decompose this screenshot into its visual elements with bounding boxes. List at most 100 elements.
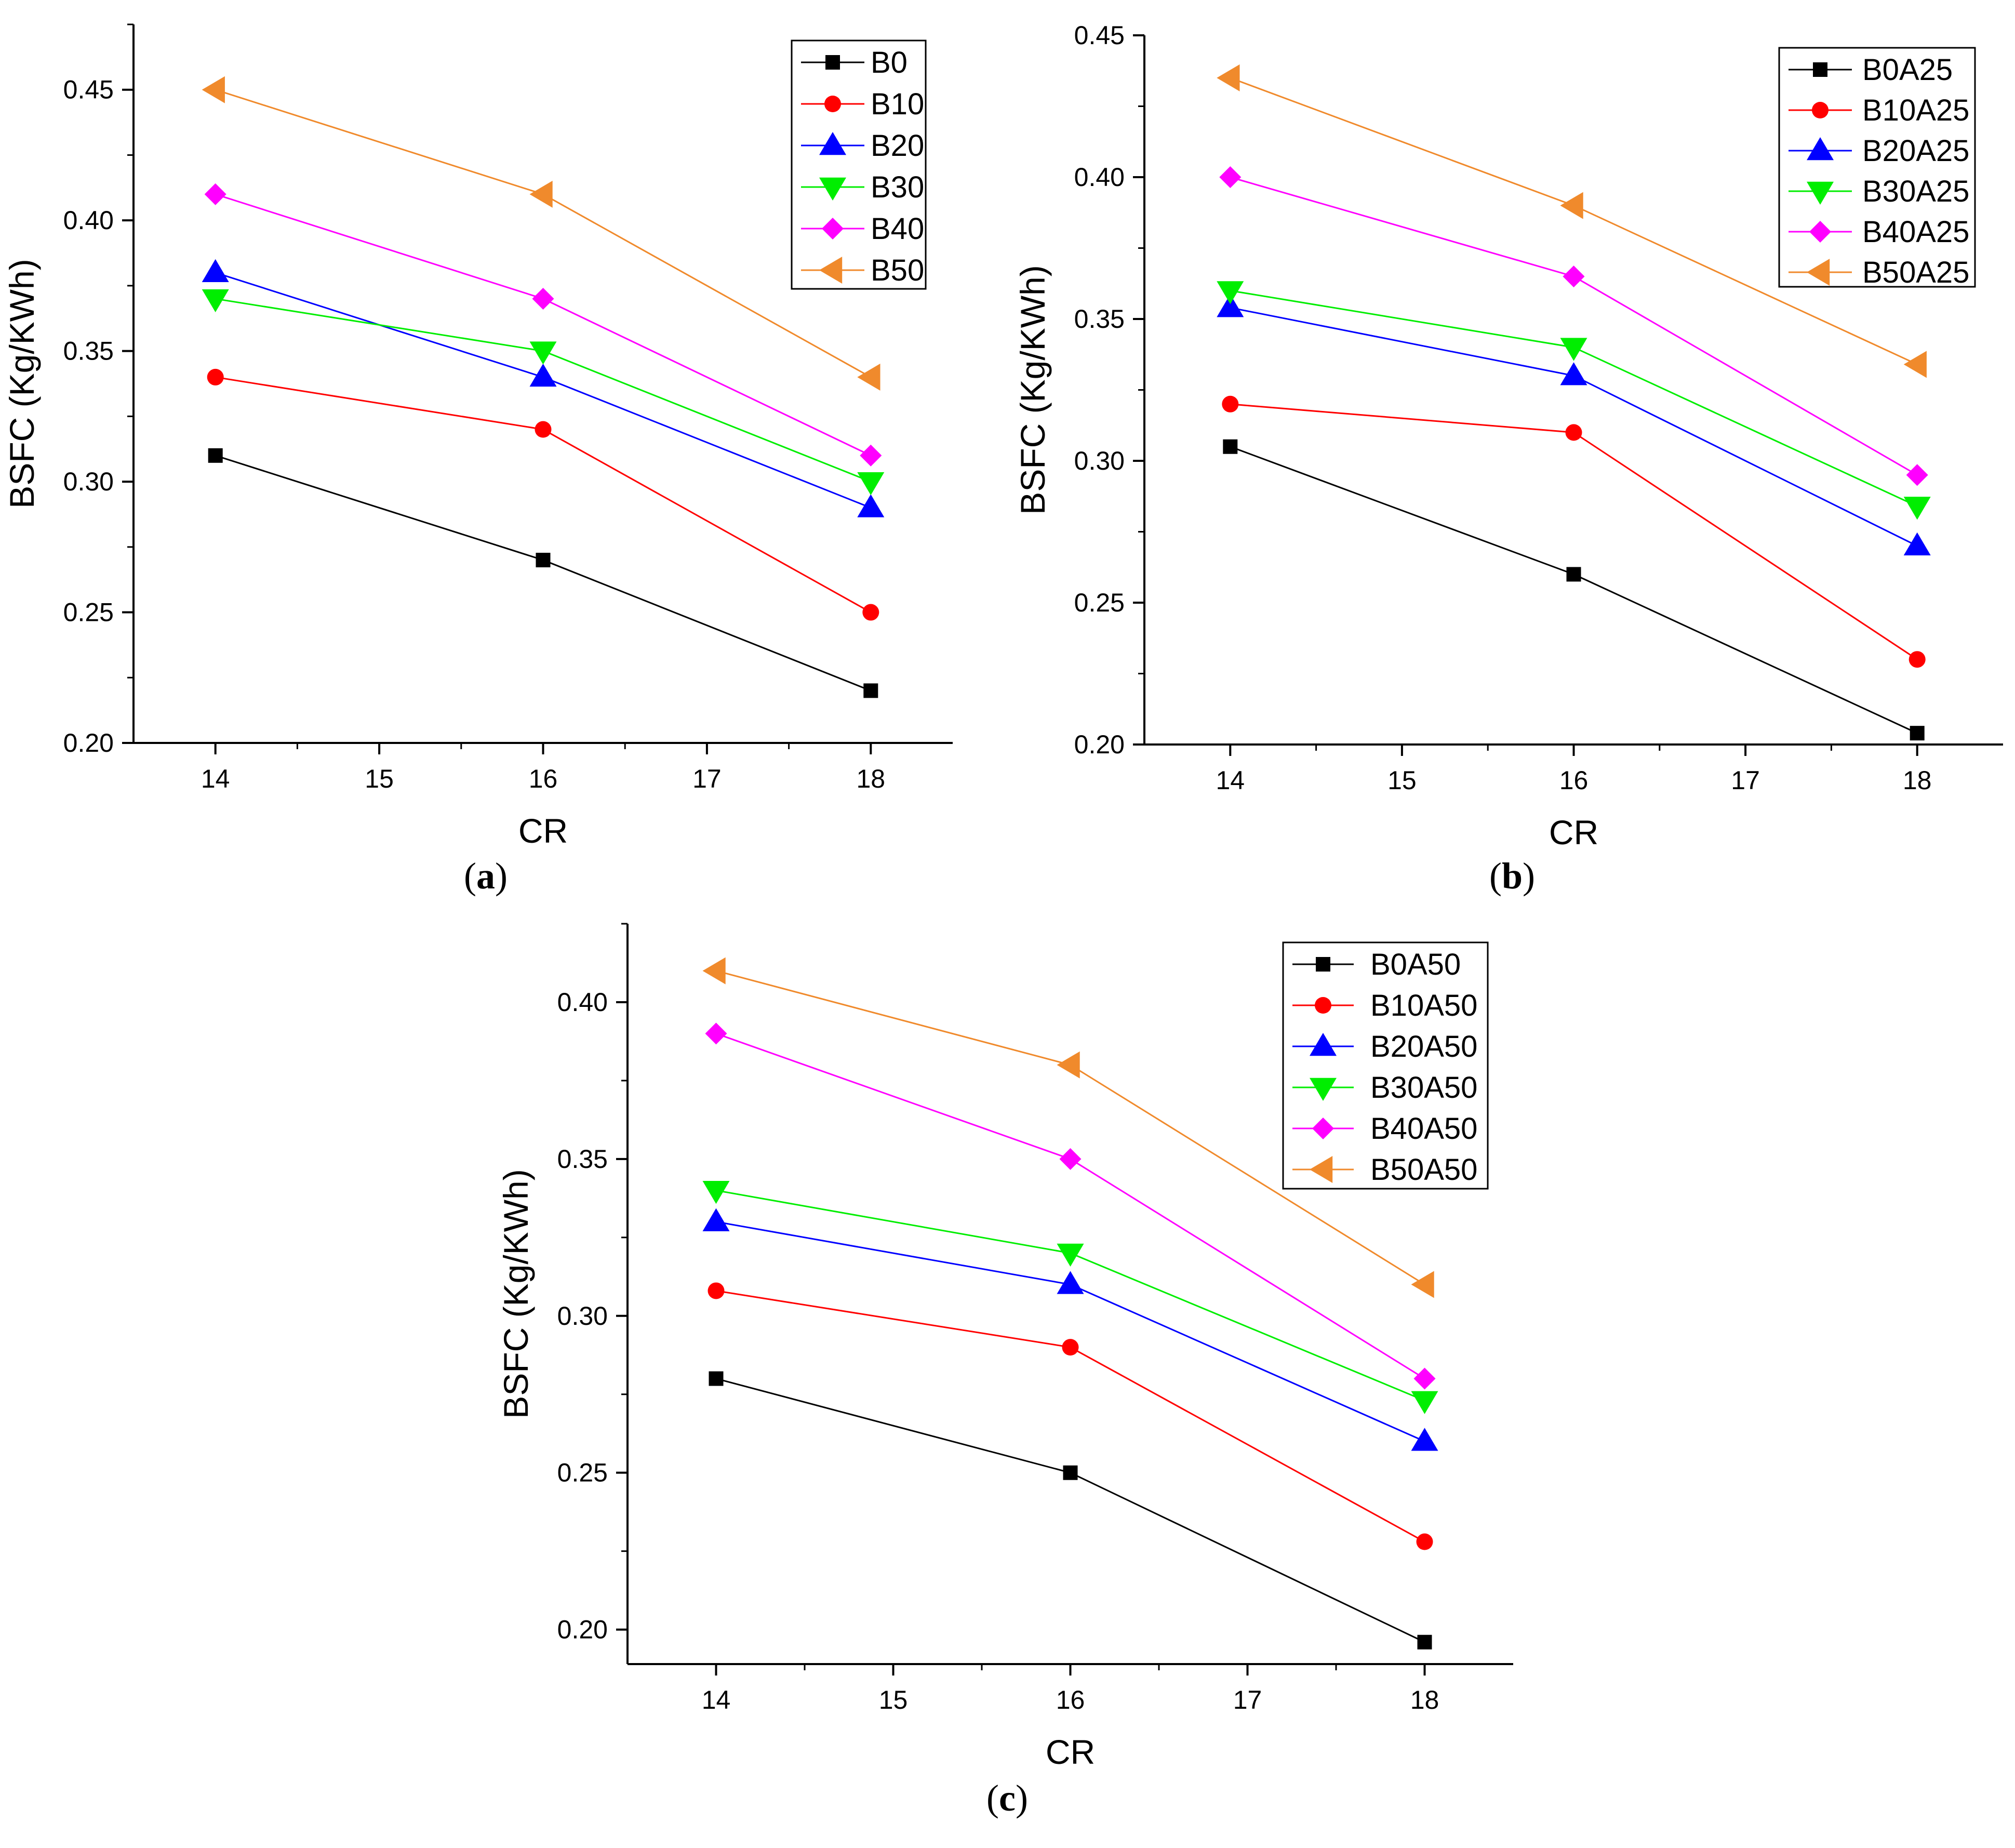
x-axis-title: CR bbox=[1046, 1733, 1095, 1771]
data-point-b40 bbox=[860, 444, 882, 467]
y-tick-label: 0.35 bbox=[63, 337, 114, 366]
legend-label: B0A50 bbox=[1370, 948, 1461, 981]
data-point-b20 bbox=[202, 259, 229, 282]
legend-marker-b10 bbox=[824, 96, 841, 112]
legend-label: B50A25 bbox=[1862, 256, 1969, 289]
legend: B0A50 B10A50 B20A50 B30A50 B40A50 B50A50 bbox=[1282, 941, 1489, 1190]
legend-marker-b40a50 bbox=[1312, 1118, 1334, 1139]
chart-b: 14 15 16 17 18 0.20 0.25 0.30 0.35 0.40 0.45 CR BSFC… bbox=[1013, 21, 2003, 897]
legend-marker-b50a25 bbox=[1807, 259, 1830, 286]
x-tick-label: 17 bbox=[1731, 766, 1760, 795]
legend-marker-b50 bbox=[819, 257, 843, 284]
legend-marker-b50a50 bbox=[1310, 1156, 1333, 1183]
data-point-b20 bbox=[529, 363, 557, 387]
y-tick-label: 0.45 bbox=[63, 75, 114, 104]
x-tick-label: 15 bbox=[365, 764, 394, 793]
x-tick-label: 14 bbox=[702, 1685, 731, 1714]
legend-label: B40A25 bbox=[1862, 215, 1969, 249]
data-point-b50 bbox=[857, 363, 880, 391]
y-tick-label: 0.30 bbox=[557, 1301, 608, 1331]
x-tick-label: 16 bbox=[529, 764, 558, 793]
legend-label: B30A50 bbox=[1370, 1071, 1477, 1105]
data-point-b0 bbox=[863, 683, 878, 698]
x-tick-label: 18 bbox=[856, 764, 885, 793]
legend-marker-b0a50 bbox=[1316, 957, 1330, 972]
legend: B0 B10 B20 B30 B40 B50 bbox=[791, 39, 927, 290]
data-point-b0a50 bbox=[709, 1371, 724, 1386]
panel-caption: (b) bbox=[1489, 855, 1535, 897]
data-point-b20a25 bbox=[1217, 294, 1244, 317]
legend-label: B20A50 bbox=[1370, 1030, 1477, 1063]
data-point-b50 bbox=[202, 76, 225, 103]
y-tick-label: 0.40 bbox=[1074, 163, 1125, 192]
legend-marker-b20a25 bbox=[1807, 137, 1834, 161]
panel-caption: (c) bbox=[986, 1777, 1028, 1819]
legend-label: B20 bbox=[871, 129, 924, 163]
data-point-b30a50 bbox=[1411, 1391, 1438, 1414]
data-point-b40a50 bbox=[1059, 1148, 1082, 1170]
data-point-b30 bbox=[202, 289, 229, 313]
legend-marker-b30a50 bbox=[1310, 1078, 1337, 1101]
data-point-b30a50 bbox=[1057, 1243, 1084, 1267]
data-point-b20a50 bbox=[1411, 1428, 1438, 1451]
data-point-b40 bbox=[532, 288, 554, 310]
legend-marker-b40a25 bbox=[1809, 221, 1831, 243]
y-tick-label: 0.45 bbox=[1074, 21, 1125, 50]
data-point-b0a25 bbox=[1223, 439, 1238, 454]
legend-label: B10 bbox=[871, 87, 924, 121]
data-point-b10a50 bbox=[1062, 1339, 1079, 1356]
data-point-b10a25 bbox=[1222, 395, 1239, 413]
y-tick-label: 0.25 bbox=[63, 598, 114, 627]
data-point-b10 bbox=[207, 368, 224, 385]
data-point-b50a25 bbox=[1903, 351, 1927, 378]
legend-marker-b0 bbox=[825, 55, 840, 70]
data-point-b0a25 bbox=[1566, 567, 1581, 582]
data-point-b40 bbox=[204, 183, 226, 205]
data-point-b30a50 bbox=[702, 1181, 730, 1204]
y-tick-label: 0.40 bbox=[557, 988, 608, 1017]
legend-label: B0 bbox=[871, 46, 908, 79]
legend-label: B0A25 bbox=[1862, 53, 1953, 87]
data-point-b30a25 bbox=[1560, 338, 1587, 361]
x-tick-label: 17 bbox=[1233, 1685, 1262, 1714]
legend-box bbox=[791, 39, 927, 290]
y-tick-label: 0.20 bbox=[1074, 730, 1125, 759]
legend-label: B40A50 bbox=[1370, 1112, 1477, 1146]
legend-box bbox=[1282, 941, 1489, 1190]
legend-label: B40 bbox=[871, 212, 924, 246]
x-tick-label: 14 bbox=[201, 764, 230, 793]
legend-label: B50A50 bbox=[1370, 1153, 1477, 1187]
data-point-b20a25 bbox=[1903, 532, 1931, 555]
legend-label: B10A50 bbox=[1370, 989, 1477, 1022]
x-tick-label: 18 bbox=[1903, 766, 1932, 795]
legend-marker-b30a25 bbox=[1807, 181, 1834, 205]
data-point-b0 bbox=[536, 552, 551, 567]
data-point-b10a25 bbox=[1565, 424, 1582, 441]
y-axis-title: BSFC (Kg/KWh) bbox=[1013, 265, 1052, 514]
data-point-b0a50 bbox=[1417, 1634, 1432, 1650]
x-tick-label: 15 bbox=[879, 1685, 908, 1714]
y-tick-label: 0.40 bbox=[63, 206, 114, 235]
legend-box bbox=[1778, 47, 1976, 288]
legend-marker-b20 bbox=[819, 132, 846, 155]
y-tick-label: 0.30 bbox=[63, 467, 114, 496]
data-point-b0a50 bbox=[1063, 1465, 1078, 1480]
data-point-b10 bbox=[862, 604, 879, 621]
legend-marker-b10a25 bbox=[1812, 102, 1829, 118]
data-point-b40a25 bbox=[1563, 265, 1585, 288]
data-point-b20 bbox=[857, 494, 885, 517]
data-point-b40a25 bbox=[1906, 464, 1928, 486]
data-point-b40a50 bbox=[705, 1022, 727, 1045]
y-tick-label: 0.20 bbox=[63, 728, 114, 757]
data-point-b0 bbox=[208, 448, 223, 463]
legend-marker-b10a50 bbox=[1315, 997, 1331, 1014]
data-point-b50a25 bbox=[1560, 192, 1583, 219]
data-point-b20a25 bbox=[1560, 362, 1587, 385]
y-axis-title: BSFC (Kg/KWh) bbox=[3, 259, 41, 508]
data-point-b30a25 bbox=[1903, 497, 1931, 520]
legend-label: B20A25 bbox=[1862, 134, 1969, 168]
data-point-b40a50 bbox=[1413, 1367, 1436, 1390]
data-point-b30a25 bbox=[1217, 281, 1244, 304]
